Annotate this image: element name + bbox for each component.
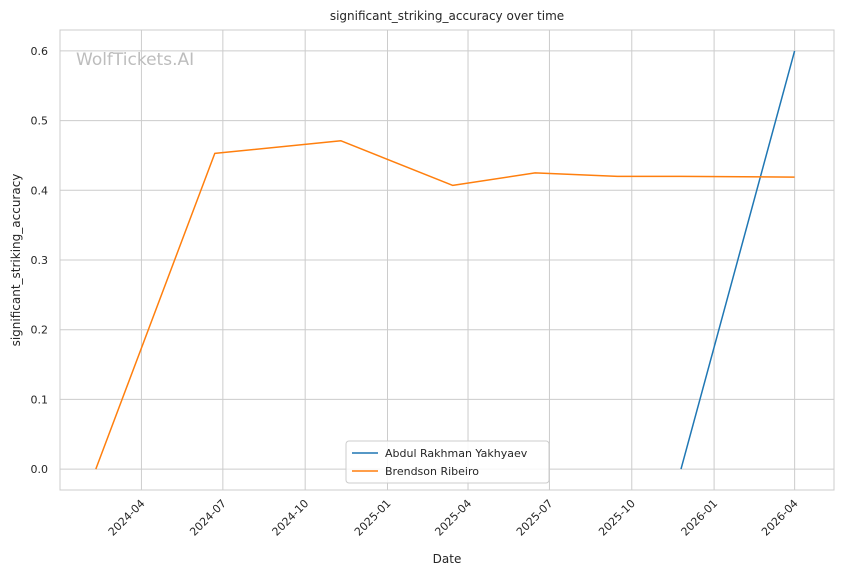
series-layer [95, 50, 796, 470]
x-tick-label: 2026-01 [679, 497, 721, 539]
y-tick-label: 0.1 [31, 393, 49, 406]
chart-title: significant_striking_accuracy over time [330, 9, 564, 23]
plot-frame [59, 29, 835, 491]
watermark-layer: WolfTickets.AI [76, 50, 194, 70]
legend: Abdul Rakhman Yakhyaev Brendson Ribeiro [345, 440, 550, 484]
watermark: WolfTickets.AI [76, 50, 194, 70]
x-tick-label: 2024-04 [106, 497, 148, 539]
legend-box [345, 440, 550, 484]
y-tick-label: 0.2 [31, 324, 49, 337]
x-tick-label: 2025-10 [596, 497, 638, 539]
y-tick-label: 0.3 [31, 254, 49, 267]
y-tick-label: 0.5 [31, 115, 49, 128]
y-axis-ticks: 0.0 0.1 0.2 0.3 0.4 0.5 0.6 [31, 45, 49, 476]
x-tick-label: 2024-10 [270, 497, 312, 539]
x-tick-label: 2024-07 [187, 497, 229, 539]
x-tick-label: 2026-04 [759, 497, 801, 539]
y-tick-label: 0.6 [31, 45, 49, 58]
y-axis-label: significant_striking_accuracy [9, 174, 23, 347]
x-tick-label: 2025-04 [432, 497, 474, 539]
x-tick-label: 2025-01 [352, 497, 394, 539]
series-line-1 [95, 140, 795, 470]
legend-label-1: Brendson Ribeiro [385, 465, 479, 478]
x-axis-ticks: 2024-04 2024-07 2024-10 2025-01 2025-04 2025-… [106, 497, 801, 539]
y-tick-label: 0.0 [31, 463, 49, 476]
legend-label-0: Abdul Rakhman Yakhyaev [385, 447, 528, 460]
x-axis-label: Date [433, 552, 462, 566]
x-tick-label: 2025-07 [514, 497, 556, 539]
series-line-0 [680, 50, 796, 470]
y-tick-label: 0.4 [31, 184, 49, 197]
